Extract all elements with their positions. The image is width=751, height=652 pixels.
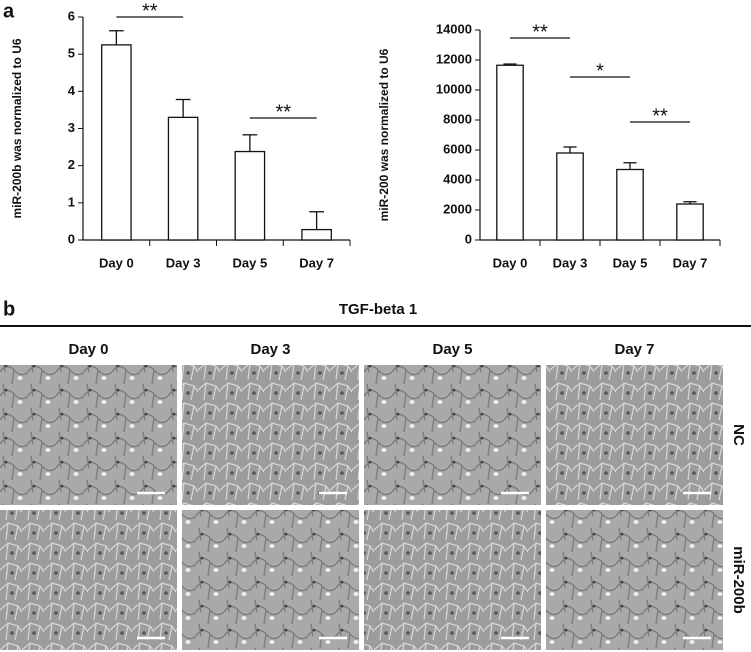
bar — [496, 64, 524, 241]
micrograph — [546, 510, 723, 650]
significance-label: ** — [142, 0, 158, 22]
y-tick-label: 3 — [68, 120, 75, 135]
column-label: Day 7 — [614, 341, 654, 358]
micrograph — [182, 510, 359, 650]
column-label: Day 5 — [432, 341, 472, 358]
panel-label: a — [3, 0, 15, 22]
bar — [101, 44, 132, 241]
significance-label: ** — [275, 101, 291, 123]
y-tick-label: 6000 — [443, 141, 472, 156]
bar — [234, 150, 266, 241]
y-tick-label: 10000 — [436, 81, 472, 96]
micrograph — [546, 365, 723, 505]
y-tick-label: 14000 — [436, 21, 472, 36]
row-label: NC — [730, 424, 747, 446]
micrograph — [182, 365, 359, 505]
bar — [301, 228, 332, 241]
significance-label: * — [596, 60, 604, 82]
micrograph — [364, 510, 541, 650]
bar — [167, 116, 199, 241]
y-tick-label: 8000 — [443, 111, 472, 126]
y-tick-label: 1 — [68, 194, 75, 209]
bar — [676, 203, 704, 241]
bar — [616, 168, 644, 241]
y-axis-label: miR-200b was normalized to U6 — [10, 38, 24, 218]
y-tick-label: 6 — [68, 8, 75, 23]
x-tick-label: Day 0 — [493, 255, 528, 270]
y-tick-label: 4 — [68, 83, 76, 98]
column-label: Day 3 — [250, 341, 290, 358]
x-tick-label: Day 3 — [166, 255, 201, 270]
x-tick-label: Day 0 — [99, 255, 134, 270]
x-tick-label: Day 5 — [613, 255, 648, 270]
micrograph — [0, 510, 177, 650]
micrograph — [0, 365, 177, 505]
y-axis-label: miR-200 was normalized to U6 — [377, 48, 391, 221]
x-tick-label: Day 5 — [233, 255, 268, 270]
row-label: miR-200b — [730, 546, 747, 614]
micrograph-title: TGF-beta 1 — [339, 301, 417, 318]
panel-label: b — [3, 298, 15, 320]
column-label: Day 0 — [68, 341, 108, 358]
x-tick-label: Day 7 — [299, 255, 334, 270]
micrograph — [364, 365, 541, 505]
significance-label: ** — [532, 21, 548, 43]
y-tick-label: 12000 — [436, 51, 472, 66]
y-tick-label: 2000 — [443, 201, 472, 216]
significance-label: ** — [652, 105, 668, 127]
y-tick-label: 4000 — [443, 171, 472, 186]
y-tick-label: 0 — [68, 231, 75, 246]
y-tick-label: 0 — [465, 231, 472, 246]
x-tick-label: Day 7 — [673, 255, 708, 270]
x-tick-label: Day 3 — [553, 255, 588, 270]
y-tick-label: 2 — [68, 157, 75, 172]
bar — [556, 152, 584, 241]
y-tick-label: 5 — [68, 46, 75, 61]
